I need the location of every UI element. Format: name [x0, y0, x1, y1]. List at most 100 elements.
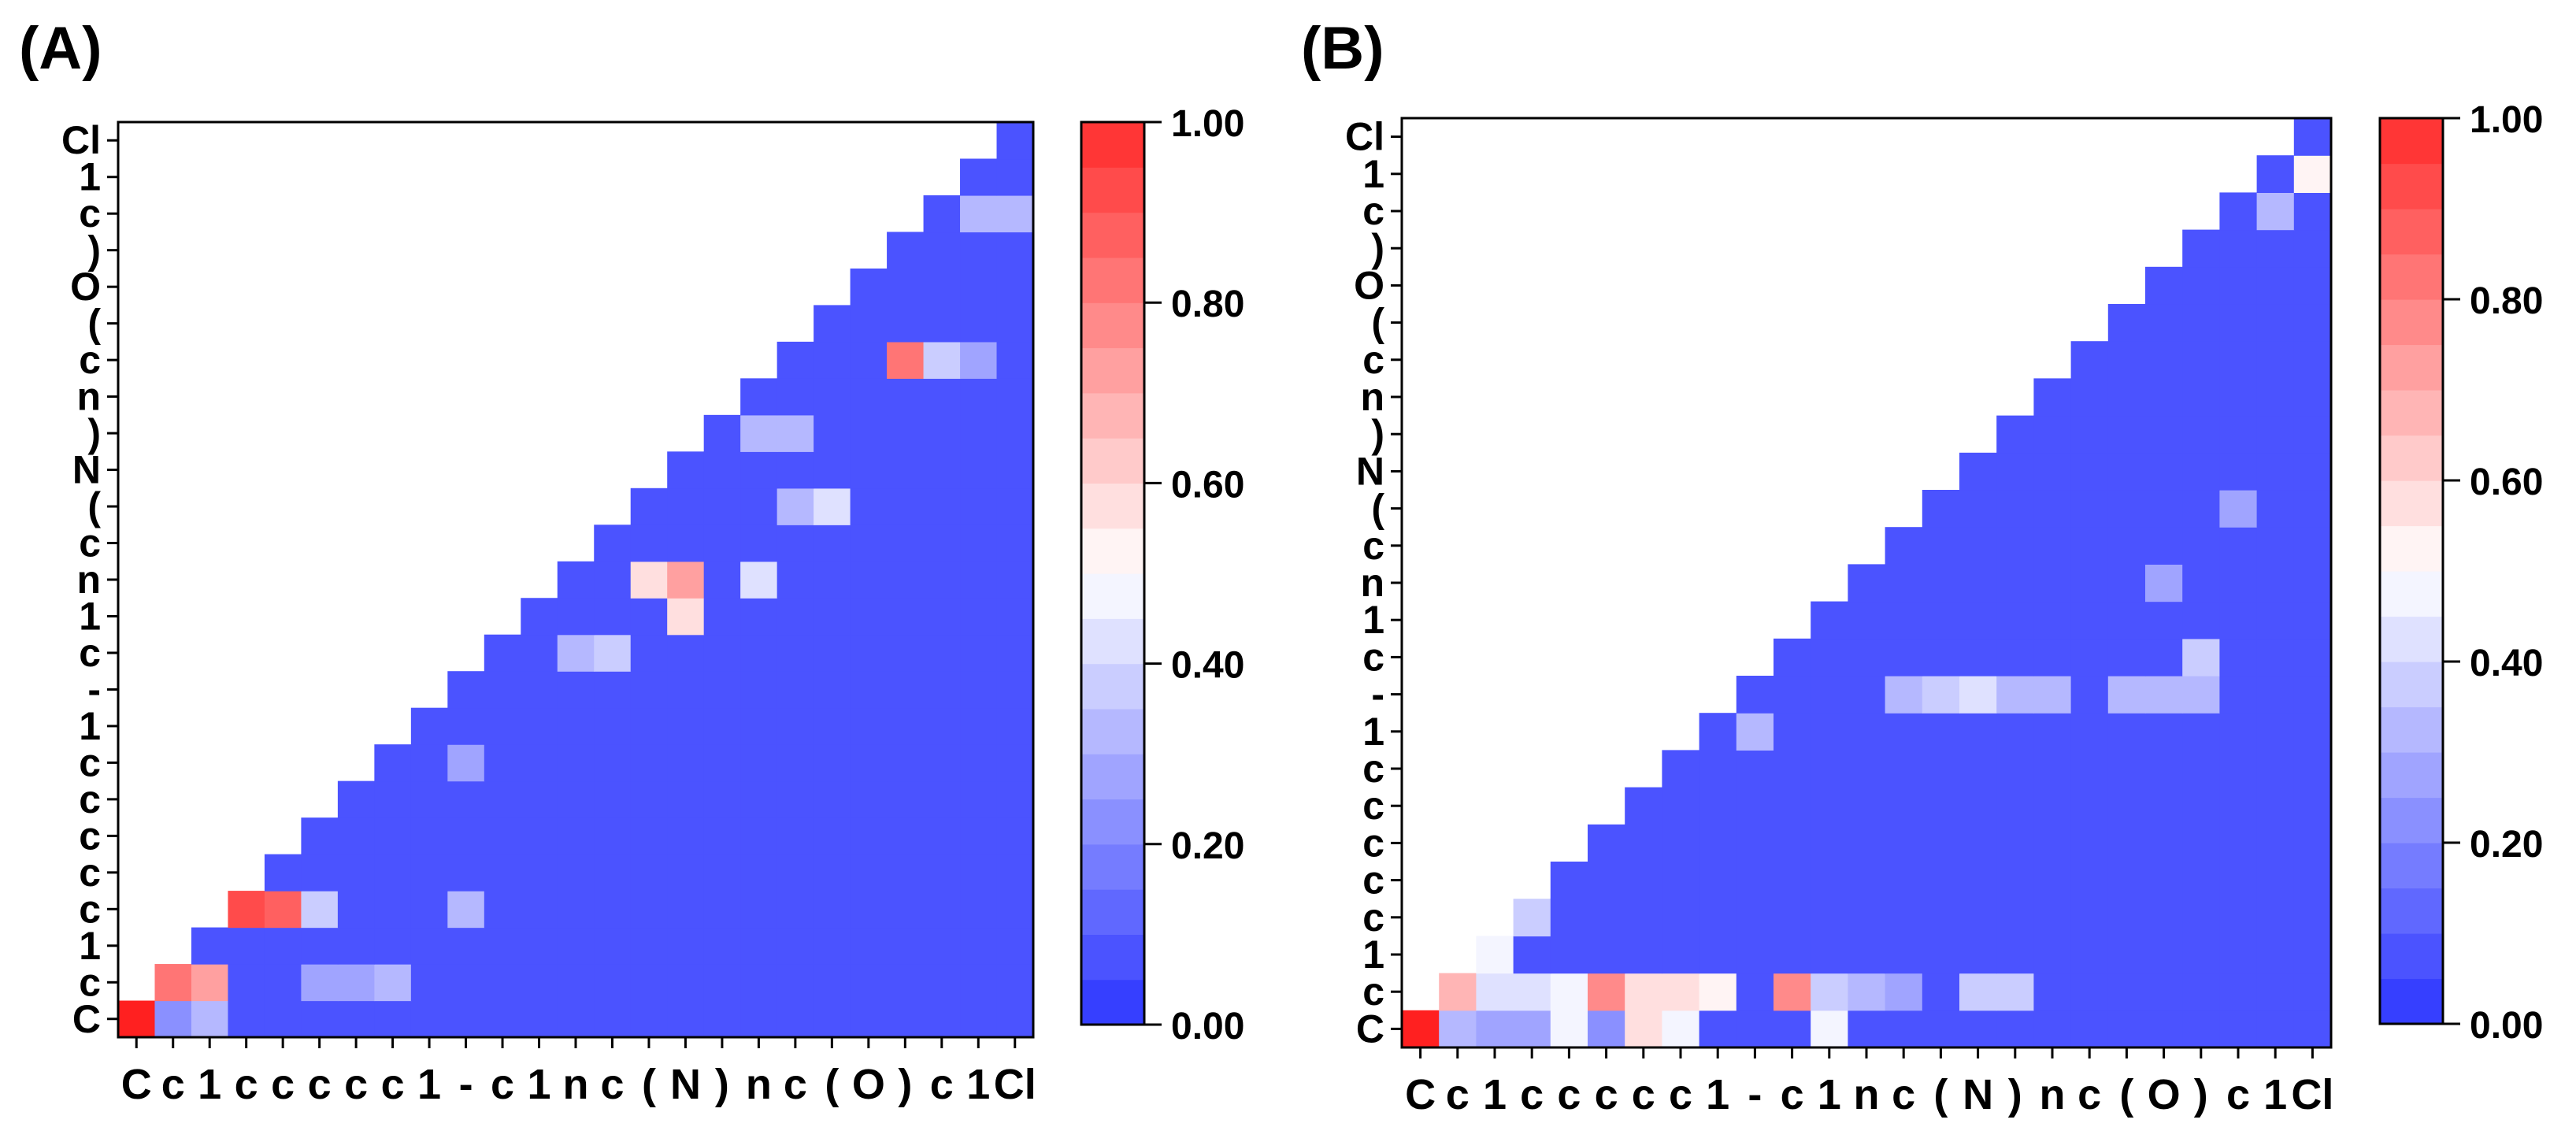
colorbar-band — [1081, 618, 1144, 665]
x-tick-label: ) — [898, 1061, 912, 1108]
heatmap-cell — [996, 488, 1034, 525]
heatmap-cell — [2145, 341, 2183, 379]
y-tick-label: O — [70, 265, 101, 309]
heatmap-cell — [2145, 266, 2183, 305]
heatmap-cell — [2033, 415, 2072, 454]
heatmap-cell — [1885, 1010, 1923, 1048]
heatmap-cell — [521, 780, 558, 818]
heatmap-cell — [2219, 527, 2258, 565]
heatmap-cell — [2070, 341, 2109, 379]
heatmap-cell — [1774, 638, 1811, 677]
heatmap-cell — [850, 488, 888, 525]
heatmap-cell — [996, 195, 1034, 233]
y-tick-label: c — [79, 740, 101, 784]
heatmap-cell — [594, 891, 632, 929]
heatmap-cell — [1996, 824, 2034, 862]
heatmap-cell — [850, 817, 888, 855]
y-tick-label: c — [79, 777, 101, 821]
heatmap-cell — [996, 927, 1034, 965]
colorbar-tick-label: 0.20 — [1171, 825, 1244, 867]
heatmap-cell — [1699, 824, 1737, 862]
heatmap-cell — [1922, 824, 1960, 862]
heatmap-cell — [521, 817, 558, 855]
heatmap-cell — [118, 1000, 156, 1038]
heatmap-cell — [1848, 824, 1886, 862]
heatmap-cell — [923, 232, 961, 269]
heatmap-cell — [740, 671, 778, 709]
heatmap-cell — [1588, 1010, 1625, 1048]
heatmap-cell — [2070, 452, 2109, 491]
heatmap-cell — [1848, 936, 1886, 974]
heatmap-cell — [2293, 638, 2332, 677]
y-tick-label: ( — [1371, 301, 1384, 345]
heatmap-cell — [960, 634, 998, 672]
heatmap-cell — [850, 525, 888, 562]
heatmap-cell — [2145, 638, 2183, 677]
x-tick-label: ( — [1933, 1071, 1948, 1118]
heatmap-cell — [2256, 378, 2295, 417]
heatmap-cell — [337, 817, 375, 855]
heatmap-cell — [2107, 490, 2146, 528]
heatmap-cell — [191, 1000, 229, 1038]
heatmap-cell — [228, 1000, 265, 1038]
heatmap-cell — [1774, 936, 1811, 974]
heatmap-cell — [2182, 304, 2220, 342]
colorbar-band — [2380, 299, 2443, 346]
heatmap-cell — [667, 634, 705, 672]
heatmap-cell — [301, 854, 339, 892]
heatmap-cell — [2070, 378, 2109, 417]
heatmap-cell — [777, 744, 814, 782]
heatmap-cell — [1513, 1010, 1551, 1048]
heatmap-cell — [2256, 601, 2295, 639]
heatmap-cell — [996, 414, 1034, 452]
heatmap-cell — [1588, 973, 1625, 1011]
heatmap-cell — [1885, 676, 1923, 714]
colorbar-band — [1081, 843, 1144, 890]
heatmap-cell — [703, 525, 741, 562]
heatmap-cell — [850, 964, 888, 1002]
heatmap-cell — [667, 964, 705, 1002]
colorbar-band — [1081, 573, 1144, 619]
x-tick-label: 1 — [198, 1061, 221, 1108]
heatmap-cell — [996, 817, 1034, 855]
heatmap-cell — [2107, 415, 2146, 454]
colorbar-band — [1081, 347, 1144, 394]
heatmap-cell — [814, 817, 851, 855]
heatmap-cell — [814, 744, 851, 782]
heatmap-cell — [2182, 787, 2220, 825]
colorbar-band — [1081, 483, 1144, 529]
heatmap-cell — [777, 891, 814, 929]
heatmap-cell — [850, 1000, 888, 1038]
heatmap-cell — [923, 451, 961, 489]
x-tick-label: ( — [642, 1061, 656, 1108]
heatmap-cell — [630, 525, 668, 562]
x-tick-label: c — [930, 1061, 954, 1108]
heatmap-cell — [1662, 824, 1700, 862]
colorbar-band — [2380, 435, 2443, 481]
heatmap-cell — [2256, 973, 2295, 1011]
heatmap-cell — [1959, 824, 1997, 862]
heatmap-cell — [594, 744, 632, 782]
heatmap-cell — [814, 451, 851, 489]
colorbar-band — [1081, 799, 1144, 845]
heatmap-cell — [667, 598, 705, 636]
heatmap-cell — [1885, 899, 1923, 936]
heatmap-cell — [630, 927, 668, 965]
heatmap-cell — [2145, 936, 2183, 974]
y-tick-label: c — [1362, 858, 1384, 903]
y-tick-label: c — [79, 631, 101, 675]
heatmap-cell — [557, 1000, 595, 1038]
heatmap-cell — [1736, 676, 1774, 714]
heatmap-cell — [923, 744, 961, 782]
x-tick-label: ) — [715, 1061, 729, 1108]
heatmap-cell — [1885, 713, 1923, 751]
x-tick-label: c — [784, 1061, 807, 1108]
x-tick-label: c — [381, 1061, 405, 1108]
heatmap-cell — [1736, 973, 1774, 1011]
heatmap-cell — [2033, 973, 2072, 1011]
heatmap-cell — [301, 891, 339, 929]
heatmap-cell — [996, 341, 1034, 379]
colorbar-band — [2380, 933, 2443, 980]
colorbar-band — [1081, 122, 1144, 168]
heatmap-cell — [1550, 899, 1588, 936]
